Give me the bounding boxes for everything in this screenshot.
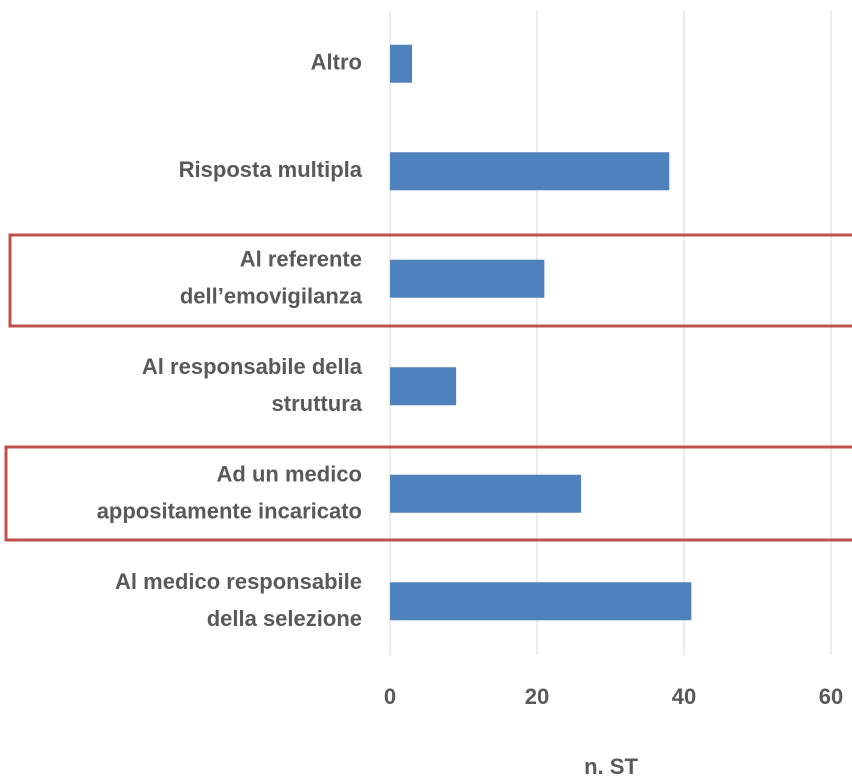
y-tick-label: Risposta multipla: [179, 157, 363, 182]
bar: [390, 259, 545, 298]
y-tick-label: Al medico responsabile della selezione: [115, 569, 362, 631]
x-tick-label: 40: [672, 684, 696, 709]
bar: [390, 367, 457, 406]
bar: [390, 44, 413, 83]
x-tick-label: 0: [384, 684, 396, 709]
x-tick-label: 60: [819, 684, 843, 709]
bar: [390, 582, 692, 621]
y-tick-label: Al responsabile della struttura: [142, 354, 363, 416]
bar: [390, 474, 582, 513]
bar: [390, 152, 670, 191]
highlight-box: [8, 233, 852, 328]
x-axis-title: n. ST: [584, 754, 638, 778]
y-tick-label: Altro: [311, 50, 362, 75]
y-tick-label: Ad un medico appositamente incaricato: [97, 461, 362, 523]
highlight-box: [4, 445, 852, 542]
x-tick-label: 20: [525, 684, 549, 709]
plot-area: 0 20 40 60 Altro Risposta multipla Al referent…: [97, 10, 843, 709]
y-tick-label: Al referente dell’emovigilanza: [180, 246, 363, 308]
